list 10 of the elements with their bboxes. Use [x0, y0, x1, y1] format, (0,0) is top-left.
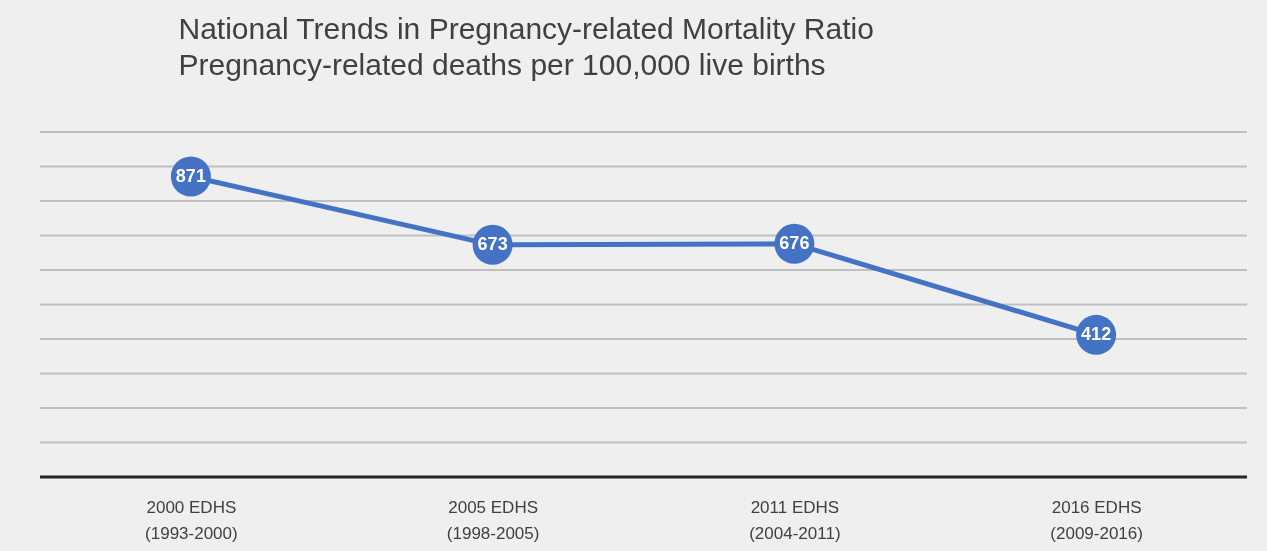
- data-label: 871: [175, 165, 206, 186]
- x-tick-label: 2011 EDHS (2004-2011): [749, 497, 841, 543]
- data-label: 673: [477, 233, 508, 254]
- chart-title: National Trends in Pregnancy-related Mortality Ratio: [178, 12, 874, 45]
- x-tick-label: 2016 EDHS (2009-2016): [1050, 497, 1143, 543]
- data-label: 412: [1081, 323, 1112, 344]
- data-label: 676: [779, 232, 810, 253]
- x-tick-label: 2005 EDHS (1998-2005): [446, 497, 540, 543]
- x-tick-label: 2000 EDHS (1993-2000): [145, 497, 238, 543]
- chart-subtitle: Pregnancy-related deaths per 100,000 live births: [178, 48, 826, 81]
